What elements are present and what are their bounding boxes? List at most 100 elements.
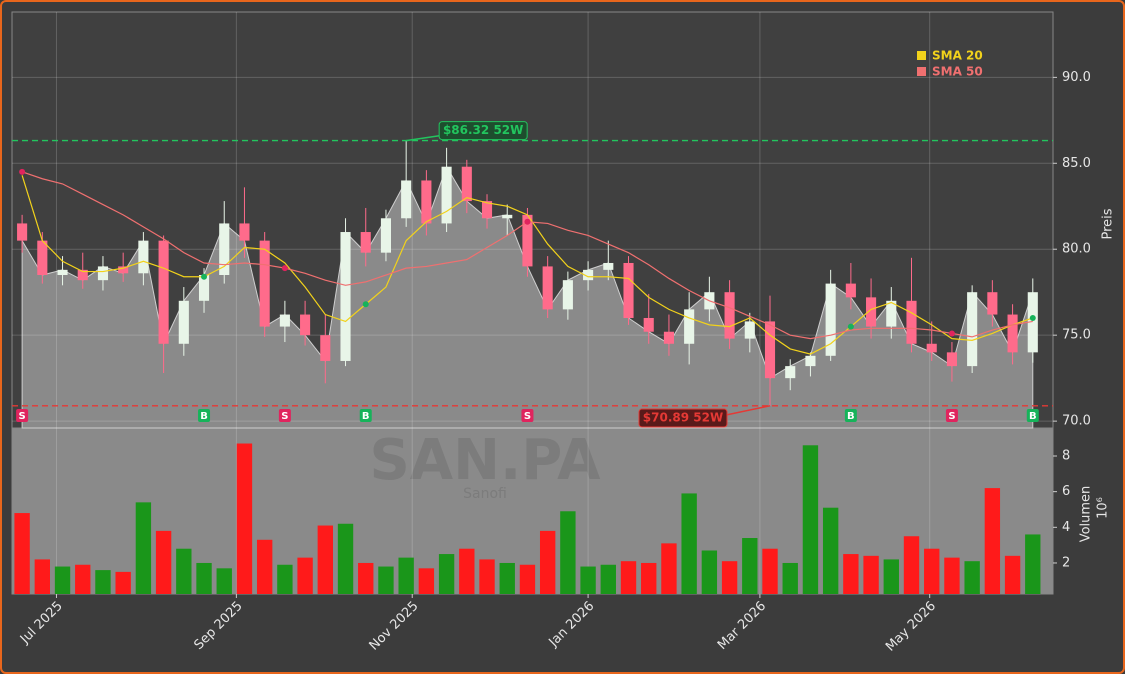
y2-tick-label: 4 bbox=[1062, 520, 1070, 535]
candle-body bbox=[97, 266, 109, 281]
candle-body bbox=[946, 352, 957, 367]
candle-body bbox=[987, 292, 998, 315]
volume-bar bbox=[701, 550, 718, 594]
volume-bar bbox=[903, 536, 920, 594]
candle-body bbox=[421, 180, 432, 224]
signal-marker bbox=[1026, 409, 1039, 422]
volume-bar bbox=[822, 507, 839, 594]
candle-body bbox=[764, 321, 776, 379]
candle-body bbox=[17, 223, 28, 241]
y2-tick-label: 6 bbox=[1062, 484, 1070, 499]
volume-bar bbox=[337, 523, 354, 594]
y-tick-label: 85.0 bbox=[1062, 156, 1091, 171]
volume-bar bbox=[438, 554, 455, 594]
signal-dot bbox=[1029, 314, 1036, 321]
signal-marker bbox=[198, 409, 211, 422]
candle-body bbox=[279, 314, 290, 327]
x-tick-label: May 2026 bbox=[883, 599, 939, 655]
volume-bar bbox=[95, 570, 111, 594]
volume-bar bbox=[479, 559, 495, 594]
candle-body bbox=[360, 232, 371, 253]
volume-bar bbox=[176, 548, 192, 594]
signal-dot bbox=[524, 218, 531, 225]
volume-bar bbox=[34, 559, 51, 594]
volume-bar bbox=[681, 493, 697, 594]
signal-label: B bbox=[200, 411, 208, 422]
volume-bar bbox=[499, 562, 515, 594]
candle-body bbox=[805, 355, 816, 367]
candle-body bbox=[926, 343, 937, 353]
y2-tick-label: 2 bbox=[1062, 555, 1070, 570]
candle-body bbox=[724, 292, 735, 339]
candle-body bbox=[886, 300, 897, 327]
y-tick-label: 75.0 bbox=[1062, 328, 1091, 343]
signal-dot bbox=[362, 301, 369, 308]
x-tick-label: Mar 2026 bbox=[715, 599, 769, 653]
signal-marker bbox=[844, 409, 857, 422]
candle-body bbox=[198, 275, 210, 301]
volume-bar bbox=[459, 548, 475, 594]
candle-body bbox=[906, 300, 917, 344]
volume-bar bbox=[539, 530, 556, 594]
signal-dot bbox=[201, 273, 208, 280]
volume-bar bbox=[984, 488, 1001, 594]
volume-bar bbox=[1004, 555, 1021, 594]
candle-body bbox=[441, 166, 452, 224]
volume-bar bbox=[964, 561, 980, 594]
candle-body bbox=[643, 317, 654, 332]
candle-body bbox=[785, 366, 796, 379]
volume-bar bbox=[358, 562, 374, 594]
volume-bar bbox=[155, 530, 172, 594]
watermark-symbol: SAN.PA bbox=[369, 428, 601, 493]
y-tick-label: 80.0 bbox=[1062, 242, 1091, 257]
watermark-company: Sanofi bbox=[463, 486, 507, 502]
signal-marker bbox=[945, 409, 958, 422]
candle-body bbox=[825, 283, 836, 356]
annotation-box bbox=[638, 408, 728, 428]
signal-dot bbox=[19, 168, 26, 175]
volume-bar bbox=[216, 568, 232, 594]
y-tick-label: 90.0 bbox=[1062, 70, 1091, 85]
volume-bar bbox=[580, 566, 596, 594]
annotation-label: $70.89 52W bbox=[643, 411, 723, 425]
candle-body bbox=[77, 269, 88, 281]
volume-bar bbox=[843, 554, 859, 594]
volume-bar bbox=[944, 557, 960, 594]
volume-bar bbox=[277, 564, 293, 594]
candle-body bbox=[1007, 314, 1018, 353]
annotation-label: $86.32 52W bbox=[443, 123, 523, 137]
signal-label: S bbox=[524, 411, 531, 422]
legend-label: SMA 20 bbox=[932, 49, 983, 63]
candle-body bbox=[845, 283, 856, 298]
volume-bar bbox=[297, 557, 313, 594]
candle-body bbox=[522, 214, 533, 267]
candle-body bbox=[380, 218, 392, 253]
legend-swatch bbox=[917, 67, 926, 76]
candle-body bbox=[57, 269, 68, 276]
candle-body bbox=[239, 223, 250, 241]
candle-body bbox=[866, 297, 877, 327]
candle-body bbox=[502, 214, 513, 219]
candle-body bbox=[320, 335, 331, 361]
volume-bar bbox=[863, 555, 879, 594]
volume-bar bbox=[883, 559, 899, 594]
y-axis-label: Preis bbox=[1101, 208, 1116, 239]
signal-label: B bbox=[847, 411, 855, 422]
signal-marker bbox=[521, 409, 534, 422]
x-tick-label: Sep 2025 bbox=[191, 599, 245, 653]
volume-bar bbox=[924, 548, 940, 594]
y2-tick-label: 8 bbox=[1062, 448, 1070, 463]
volume-bar bbox=[600, 564, 616, 594]
volume-bar bbox=[721, 561, 738, 594]
legend-label: SMA 50 bbox=[932, 65, 983, 79]
candle-body bbox=[340, 232, 351, 361]
candle-body bbox=[219, 223, 230, 276]
signal-marker bbox=[16, 409, 29, 422]
signal-label: B bbox=[362, 411, 370, 422]
volume-offset: 10⁶ bbox=[1096, 497, 1111, 519]
candle-body bbox=[562, 280, 573, 310]
annotation-arrow bbox=[725, 405, 771, 416]
volume-bar bbox=[115, 571, 131, 594]
